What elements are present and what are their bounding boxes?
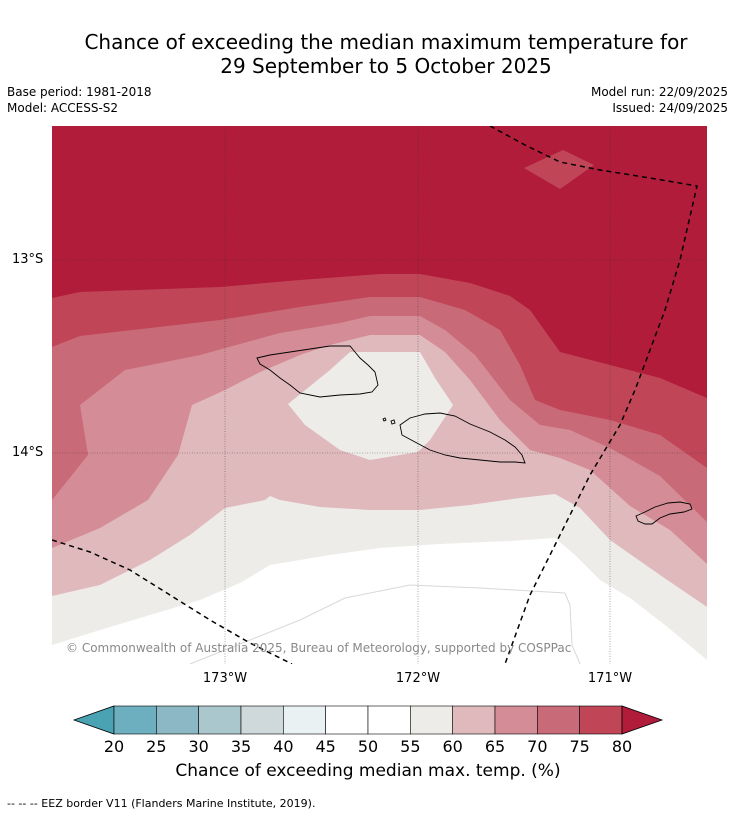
- colorbar-tick-label: 30: [188, 737, 209, 756]
- issued-date: Issued: 24/09/2025: [612, 101, 728, 115]
- contour-75-80-top: [524, 150, 594, 189]
- colorbar-tick-label: 20: [103, 737, 125, 756]
- colorbar-segment: [579, 705, 623, 735]
- lat-label-13s: 13°S: [12, 252, 44, 267]
- colorbar-tick-label: 40: [273, 737, 294, 756]
- contour-lower-inner: [189, 584, 581, 664]
- base-period: Base period: 1981-2018: [7, 85, 152, 99]
- colorbar-extend-high: [621, 705, 664, 735]
- meta-left: Base period: 1981-2018 Model: ACCESS-S2: [7, 84, 152, 116]
- savaii-island: [256, 345, 379, 398]
- eez-footnote: -- -- -- EEZ border V11 (Flanders Marine…: [7, 797, 316, 810]
- colorbar-tick-label: 75: [569, 737, 590, 756]
- colorbar-segment: [452, 705, 496, 735]
- meta-right: Model run: 22/09/2025 Issued: 24/09/2025: [591, 84, 728, 116]
- colorbar-tick-label: 55: [400, 737, 421, 756]
- colorbar-segment: [537, 705, 580, 735]
- lat-label-14s: 14°S: [12, 445, 44, 460]
- manono-island: [390, 419, 396, 425]
- copyright-notice: © Commonwealth of Australia 2025, Bureau…: [66, 641, 572, 655]
- probability-contours: [52, 126, 707, 664]
- colorbar-segment: [494, 705, 538, 735]
- apolima-island: [382, 417, 387, 422]
- colorbar-tick-label: 45: [315, 737, 336, 756]
- model-run: Model run: 22/09/2025: [590, 85, 728, 99]
- graticule: [52, 126, 707, 664]
- colorbar-label: Chance of exceeding median max. temp. (%…: [175, 761, 561, 781]
- colorbar-tick-label: 65: [484, 737, 506, 756]
- colorbar: [72, 705, 664, 735]
- colorbar-tick-label: 25: [146, 737, 167, 756]
- colorbar-tick-label: 70: [527, 737, 548, 756]
- upolu-island: [399, 412, 526, 464]
- colorbar-segment: [410, 705, 453, 735]
- colorbar-segment: [283, 705, 326, 735]
- colorbar-tick-label: 80: [611, 737, 633, 756]
- colorbar-segment: [240, 705, 284, 735]
- colorbar-tick-label: 60: [442, 737, 463, 756]
- coastlines: [256, 345, 693, 525]
- colorbar-tick-label: 50: [357, 737, 379, 756]
- colorbar-tick-label: 35: [230, 737, 252, 756]
- colorbar-segment: [113, 705, 157, 735]
- tutuila-island: [635, 501, 693, 525]
- lon-label-171w: 171°W: [587, 671, 633, 686]
- colorbar-segment: [198, 705, 242, 735]
- lon-label-172w: 172°W: [395, 671, 441, 686]
- eez-border: [52, 126, 698, 664]
- colorbar-segment: [367, 705, 411, 735]
- map-title: Chance of exceeding the median maximum t…: [0, 30, 736, 78]
- colorbar-segment: [156, 705, 199, 735]
- colorbar-extend-low: [72, 705, 115, 735]
- title-line-2: 29 September to 5 October 2025: [220, 54, 552, 78]
- colorbar-segment: [325, 705, 369, 735]
- contour-55-60-island: [288, 352, 453, 460]
- lon-label-173w: 173°W: [202, 671, 248, 686]
- model-name: Model: ACCESS-S2: [7, 101, 119, 115]
- title-line-1: Chance of exceeding the median maximum t…: [84, 30, 688, 54]
